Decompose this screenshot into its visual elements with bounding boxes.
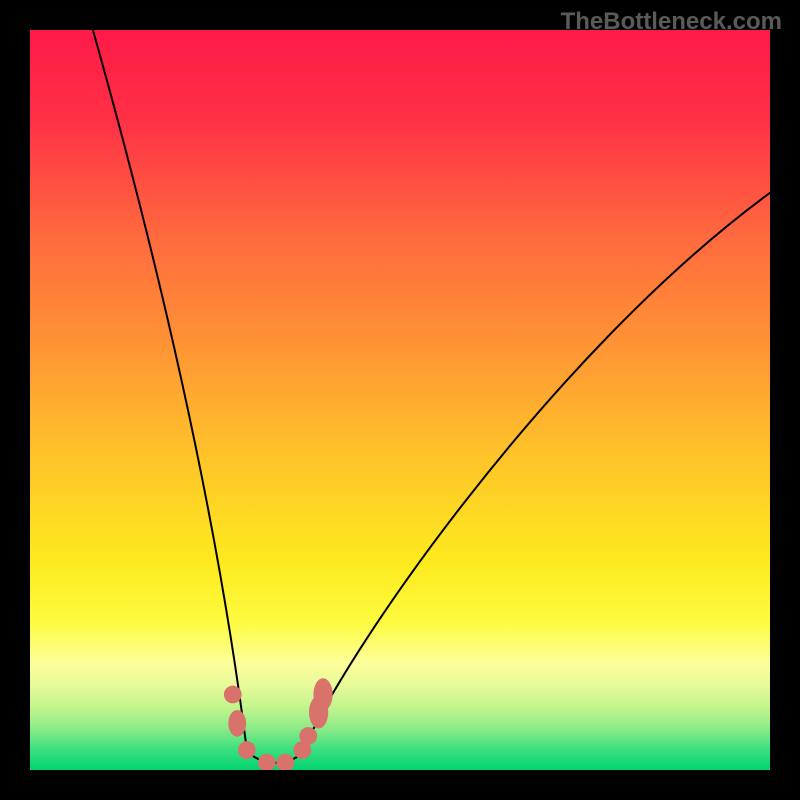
marker-point	[299, 727, 317, 745]
chart-svg	[30, 30, 770, 770]
marker-point	[238, 741, 256, 759]
marker-point	[224, 686, 242, 704]
marker-point	[313, 678, 332, 711]
chart-container: TheBottleneck.com	[0, 0, 800, 800]
gradient-background	[30, 30, 770, 770]
marker-point	[228, 710, 246, 737]
plot-area	[30, 30, 770, 770]
